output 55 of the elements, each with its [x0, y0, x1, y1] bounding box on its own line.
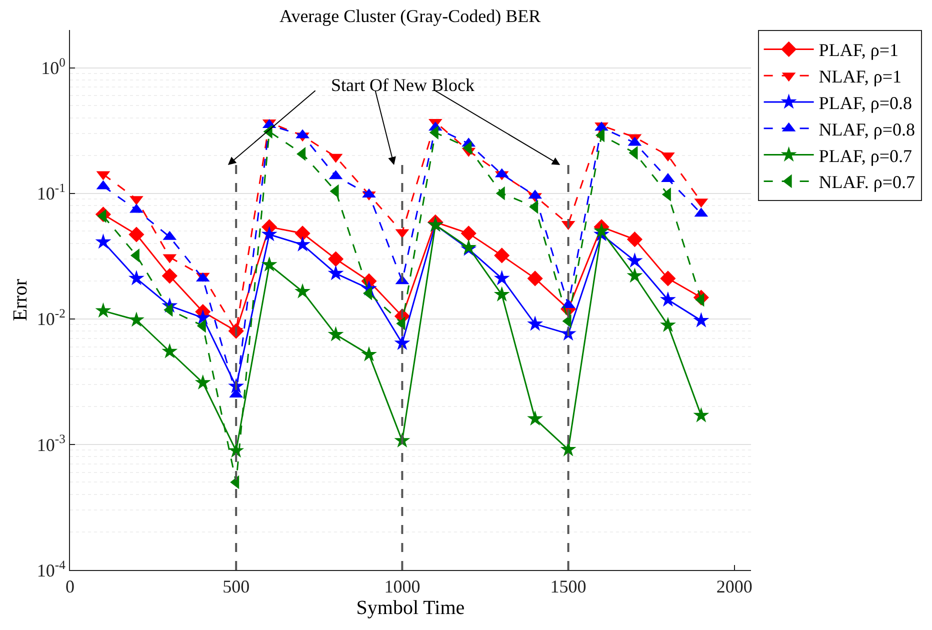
point	[128, 312, 144, 327]
point	[95, 302, 112, 318]
point	[261, 256, 278, 272]
point	[494, 248, 510, 264]
point	[328, 265, 344, 280]
point	[162, 343, 178, 358]
point	[194, 374, 211, 390]
y-tick-label: 10$^{-4}$	[36, 558, 66, 580]
legend-label: NLAF, ρ=0.8	[818, 119, 916, 140]
legend-label: PLAF, ρ=1	[818, 40, 899, 60]
x-tick-label: 500	[222, 576, 250, 597]
point	[128, 226, 144, 242]
point	[527, 316, 544, 331]
point	[128, 270, 144, 286]
point	[660, 270, 676, 286]
point	[626, 232, 643, 248]
chart-title: Average Cluster (Gray-Coded) BER	[280, 6, 541, 26]
point	[194, 309, 211, 325]
point	[494, 286, 510, 302]
point	[626, 268, 643, 283]
point	[527, 270, 543, 286]
x-tick-label: 1500	[550, 576, 586, 597]
point	[527, 410, 544, 426]
y-axis-title: Error	[9, 278, 32, 322]
point	[162, 268, 178, 284]
legend-label: PLAF, ρ=0.7	[818, 146, 912, 166]
y-tick-label: 10$^{0}$	[41, 56, 66, 78]
legend-label: NLAF. ρ=0.7	[818, 172, 916, 192]
x-axis-title: Symbol Time	[356, 597, 465, 620]
point	[294, 236, 311, 252]
point	[660, 316, 676, 332]
y-tick-label: 10$^{-2}$	[36, 306, 66, 330]
point	[626, 252, 643, 268]
legend-label: NLAF, ρ=1	[818, 66, 902, 87]
x-tick-label: 2000	[716, 576, 752, 597]
point	[660, 291, 676, 307]
x-tick-label: 0	[66, 576, 74, 597]
y-tick-label: 10$^{-3}$	[36, 432, 66, 455]
point	[328, 251, 344, 267]
point	[261, 226, 278, 242]
point	[328, 326, 344, 342]
point	[594, 222, 610, 238]
legend-label: PLAF, ρ=0.8	[818, 93, 912, 114]
annotation: Start Of New Block	[331, 75, 474, 95]
y-tick-label: 10$^{-1}$	[36, 181, 66, 204]
point	[95, 234, 112, 249]
point	[394, 334, 410, 350]
point	[693, 312, 710, 328]
point	[693, 407, 710, 422]
point	[360, 346, 377, 362]
point	[494, 270, 510, 286]
point	[294, 226, 310, 242]
point	[460, 226, 476, 242]
x-tick-label: 1000	[384, 576, 420, 597]
point	[294, 283, 311, 298]
